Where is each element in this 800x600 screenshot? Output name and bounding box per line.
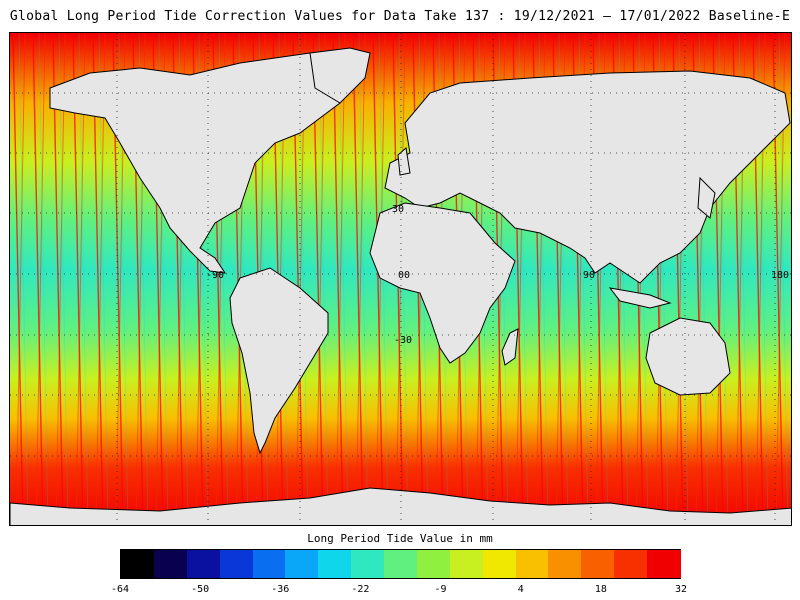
japan-landmass (697, 176, 716, 219)
colorbar-segment (548, 550, 582, 578)
colorbar-segment (121, 550, 155, 578)
colorbar-segment (351, 550, 385, 578)
antarctica-landmass (10, 487, 791, 525)
madagascar-landmass (501, 328, 519, 366)
australia-landmass (645, 317, 731, 396)
europe-asia-landmass (384, 70, 791, 284)
lon-label-180: 180 (771, 270, 790, 281)
lon-label-minus90: -90 (206, 270, 225, 281)
colorbar-segment (581, 550, 615, 578)
lon-label-0: 0 (404, 270, 411, 281)
tide-map-canvas (10, 33, 791, 525)
colorbar-tick-label: -22 (351, 584, 370, 595)
lat-label-0: 0 (398, 270, 405, 281)
colorbar-segment (252, 550, 286, 578)
colorbar-segment (219, 550, 254, 578)
colorbar-segment (515, 550, 550, 578)
north-america-landmass (49, 52, 356, 274)
colorbar-segment (416, 550, 451, 578)
colorbar-segment (318, 550, 352, 578)
colorbar-tick-label: -64 (110, 584, 130, 595)
lat-label-minus30: -30 (394, 335, 413, 346)
lat-label-30: 30 (392, 204, 405, 215)
colorbar-segment (482, 550, 517, 578)
colorbar-tick-label: -50 (191, 584, 210, 595)
colorbar-tick-label: -9 (434, 584, 447, 595)
colorbar-segment (285, 550, 319, 578)
colorbar-tick-label: 18 (594, 584, 607, 595)
colorbar-segment (186, 550, 221, 578)
lon-label-90: 90 (583, 270, 596, 281)
land-masses (10, 47, 791, 525)
colorbar (120, 549, 681, 579)
colorbar-tick-label: -36 (271, 584, 290, 595)
indonesia-landmass (608, 287, 672, 309)
colorbar-tick-label: 4 (517, 584, 524, 595)
colorbar-segment (384, 550, 418, 578)
colorbar-segment (449, 550, 484, 578)
africa-landmass (369, 202, 516, 364)
tide-map: 30 0 -30 -90 0 90 180 (9, 32, 792, 526)
uk-landmass (397, 147, 411, 176)
colorbar-segment (153, 550, 188, 578)
graticule (10, 33, 791, 525)
colorbar-title: Long Period Tide Value in mm (307, 532, 493, 545)
south-america-landmass (229, 267, 329, 455)
colorbar-tick-label: 32 (674, 584, 688, 595)
colorbar-segment (647, 550, 681, 578)
greenland-landmass (309, 47, 371, 104)
map-title: Global Long Period Tide Correction Value… (9, 9, 791, 24)
colorbar-segment (614, 550, 648, 578)
